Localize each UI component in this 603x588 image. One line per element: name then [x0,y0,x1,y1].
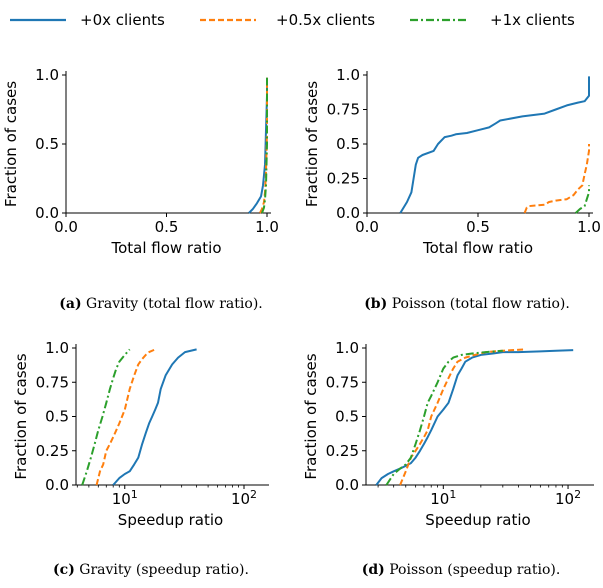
y-tick-label-4: 1.0 [336,66,360,84]
panel-b-poisson-total-flow: 0.0 0.25 0.5 0.75 1.0 0.0 0.5 1.0 Total flow rat… [303,66,601,257]
series-line--1x-clients [261,77,268,214]
y-axis-label: Fraction of cases [303,81,321,207]
caption-a-text: Gravity (total flow ratio). [86,296,263,312]
caption-d-text: Poisson (speedup ratio). [389,562,561,578]
y-axis-label: Fraction of cases [302,353,320,479]
x-tick-label-1: 0.5 [155,218,179,236]
y-tick-label-0: 0.0 [335,476,359,494]
x-tick-label-2: 1.0 [255,218,279,236]
y-axis-label: Fraction of cases [2,81,20,207]
y-tick-label-2: 0.5 [45,408,69,426]
panel-c-gravity-speedup: 0.0 0.25 0.5 0.75 1.0 101 102 Speedup ratio Frac… [12,339,269,529]
caption-c-letter: (c) [53,562,75,578]
y-tick-label-1: 0.25 [327,170,360,188]
y-tick-label-3: 0.75 [36,373,69,391]
caption-d: (d) Poisson (speedup ratio). [326,562,596,578]
x-tick-label-2: 1.0 [577,218,601,236]
caption-b: (b) Poisson (total flow ratio). [332,296,602,312]
x-axis-label: Total flow ratio [110,239,221,257]
y-tick-label-4: 1.0 [45,339,69,357]
y-tick-label-1: 0.25 [36,442,69,460]
caption-d-letter: (d) [361,562,385,578]
x-tick-exponent-0: 1 [131,488,138,501]
caption-b-text: Poisson (total flow ratio). [391,296,570,312]
y-tick-label-0: 0.0 [45,476,69,494]
series-line--0x-clients [248,77,268,214]
y-tick-label-2: 0.5 [335,408,359,426]
panel-d-poisson-speedup: 0.0 0.25 0.5 0.75 1.0 101 102 Speedup ratio Frac… [302,339,594,529]
y-tick-label-2: 1.0 [35,66,59,84]
series-line--0x-clients [399,76,590,214]
legend: +0x clients +0.5x clients +1x clients [10,11,575,29]
y-tick-label-1: 0.25 [326,442,359,460]
series-line--1x-clients [385,349,503,486]
caption-c: (c) Gravity (speedup ratio). [26,562,276,578]
x-axis-label: Speedup ratio [425,511,530,529]
x-tick-label-0: 0.0 [54,218,78,236]
series-line--0-5x-clients [399,348,525,486]
x-tick-label-0: 0.0 [355,218,379,236]
panel-a-gravity-total-flow: 0.0 0.5 1.0 0.0 0.5 1.0 Total flow ratio Fracti… [2,66,279,257]
y-tick-label-0: 0.0 [336,204,360,222]
x-tick-label-1: 0.5 [466,218,490,236]
caption-a: (a) Gravity (total flow ratio). [36,296,286,312]
y-tick-label-4: 1.0 [335,339,359,357]
x-tick-label-0: 101 [112,488,138,508]
x-axis-label: Total flow ratio [422,239,533,257]
x-tick-exponent-1: 2 [574,488,581,501]
y-tick-label-1: 0.5 [35,135,59,153]
x-tick-label-1: 102 [231,488,257,508]
y-tick-label-0: 0.0 [35,204,59,222]
series-line--0-5x-clients [95,348,156,486]
x-axis-label: Speedup ratio [118,511,223,529]
series-line--1x-clients [81,348,131,486]
caption-c-text: Gravity (speedup ratio). [79,562,249,578]
series-line--1x-clients [575,185,590,214]
y-tick-label-2: 0.5 [336,135,360,153]
legend-label-1: +0.5x clients [276,11,375,29]
series-line--0-5x-clients [523,144,590,214]
x-tick-label-1: 102 [555,488,581,508]
caption-a-letter: (a) [59,296,82,312]
y-tick-label-3: 0.75 [327,101,360,119]
y-axis-label: Fraction of cases [12,353,30,479]
caption-b-letter: (b) [364,296,388,312]
legend-label-2: +1x clients [490,11,575,29]
y-tick-label-3: 0.75 [326,373,359,391]
x-tick-exponent-0: 1 [449,488,456,501]
legend-label-0: +0x clients [80,11,165,29]
x-tick-exponent-1: 2 [250,488,257,501]
x-tick-label-0: 101 [430,488,456,508]
series-line--0x-clients [112,348,197,486]
